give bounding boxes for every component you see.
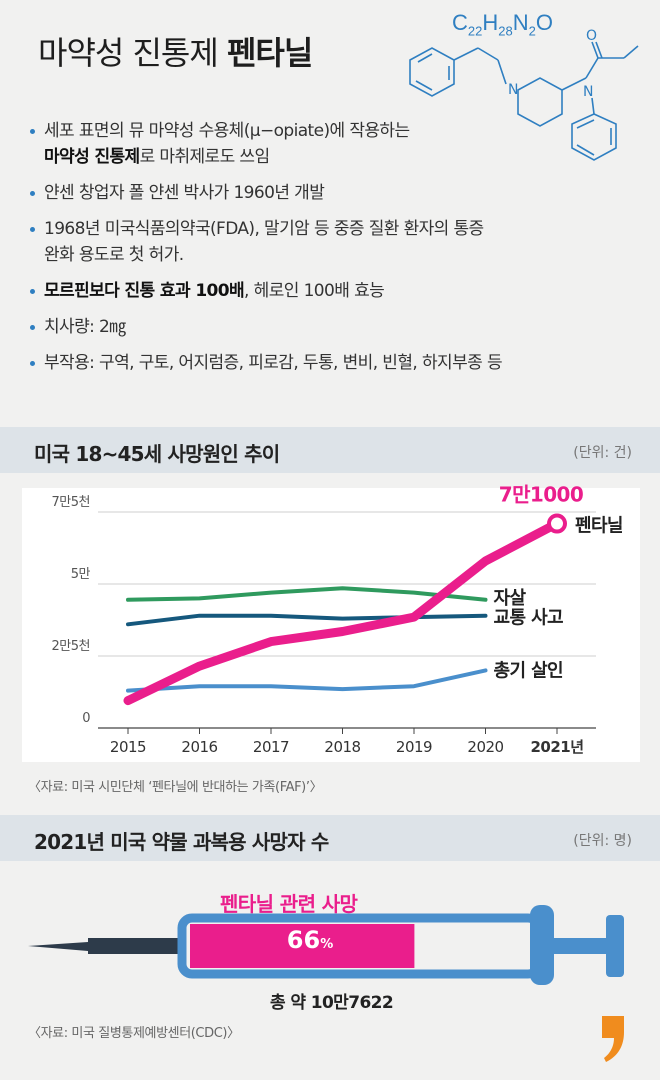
fact-item: 치사량: 2㎎ [30,314,630,340]
piperidine-ring [517,77,563,127]
publisher-logo-icon [602,1016,624,1062]
x-tick-label: 2016 [181,738,217,756]
syringe-plunger-head [606,915,624,977]
series-endpoint-marker [547,513,567,534]
fact-item: 부작용: 구역, 구토, 어지럼증, 피로감, 두통, 변비, 빈혈, 하지부종… [30,350,630,376]
fact-text: 로 마취제로도 쓰임 [139,147,271,167]
x-tick-label: 2015 [110,738,146,756]
section-header-trend [0,427,660,473]
page-title: 마약성 진통제 펜타닐 [38,28,313,74]
fentanyl-death-percent: 66% [286,926,334,954]
fentanyl-molecule-diagram: N N O [409,28,639,161]
phenyl-ring-bottom [571,113,617,161]
death-cause-line-chart: 0 2만5천 5만 7만5천 2015 2016 2017 2018 2019 2020 2021년… [52,483,624,756]
data-label: 7만1000 [499,483,583,507]
syringe-fill-bar [190,924,415,968]
unit-label-overdose: (단위: 명) [573,833,632,849]
fact-text: 모르핀보다 진통 효과 100배 [44,281,245,301]
fact-text: 1968년 미국식품의약국(FDA), 말기암 등 중증 질환 환자의 통증 [44,219,484,239]
fact-text: 완화 용도로 첫 허가. [44,245,184,265]
fact-text: 치사량: 2㎎ [44,317,126,337]
title-light: 마약성 진통제 [38,34,219,72]
chemical-formula: C22H28N2O [452,10,553,39]
x-tick-label: 2021년 [530,738,583,756]
series-line [123,519,562,706]
section-title-trend: 미국 18~45세 사망원인 추이 [34,442,280,466]
series-line [126,586,488,602]
series-label: 자살 [494,588,527,609]
fact-item: 모르핀보다 진통 효과 100배, 헤로인 100배 효능 [30,278,630,304]
fentanyl-death-label: 펜타닐 관련 사망 [220,892,358,916]
fact-text: 마약성 진통제 [44,147,140,167]
syringe-needle [28,942,88,951]
unit-label-trend: (단위: 건) [573,445,632,461]
x-tick-label: 2019 [396,738,432,756]
series-line [126,668,488,693]
source-note-overdose: 〈자료: 미국 질병통제예방센터(CDC)〉 [28,1026,240,1041]
svg-text:O: O [586,28,597,44]
syringe-plunger-rod [554,938,614,954]
fact-text: 세포 표면의 뮤 마약성 수용체(μ−opiate)에 작용하는 [44,121,410,141]
x-tick-label: 2020 [467,738,503,756]
fact-text: 부작용: 구역, 구토, 어지럼증, 피로감, 두통, 변비, 빈혈, 하지부종… [44,353,503,373]
x-tick-label: 2018 [324,738,360,756]
fact-text: 얀센 창업자 폴 얀센 박사가 1960년 개발 [44,183,325,203]
title-bold: 펜타닐 [226,34,313,72]
series-line [126,613,488,627]
series-label: 교통 사고 [494,608,564,629]
svg-text:N: N [508,82,518,98]
y-tick-label: 2만5천 [52,639,90,654]
section-header-overdose [0,815,660,861]
phenyl-ring-left [409,47,455,97]
syringe-flange [530,905,554,985]
fact-text: , 헤로인 100배 효능 [244,281,385,301]
svg-text:N: N [583,84,593,100]
y-tick-label: 5만 [71,567,91,582]
section-title-overdose: 2021년 미국 약물 과복용 사망자 수 [34,830,329,854]
series-label: 펜타닐 [575,516,623,537]
source-note-trend: 〈자료: 미국 시민단체 ‘펜타닐에 반대하는 가족(FAF)’〉 [28,780,323,795]
y-tick-label: 0 [82,711,90,726]
fact-item: 얀센 창업자 폴 얀센 박사가 1960년 개발 [30,180,630,206]
y-tick-label: 7만5천 [52,495,90,510]
series-label: 총기 살인 [494,660,564,681]
overdose-total: 총 약 10만7622 [270,993,394,1013]
x-tick-label: 2017 [253,738,289,756]
